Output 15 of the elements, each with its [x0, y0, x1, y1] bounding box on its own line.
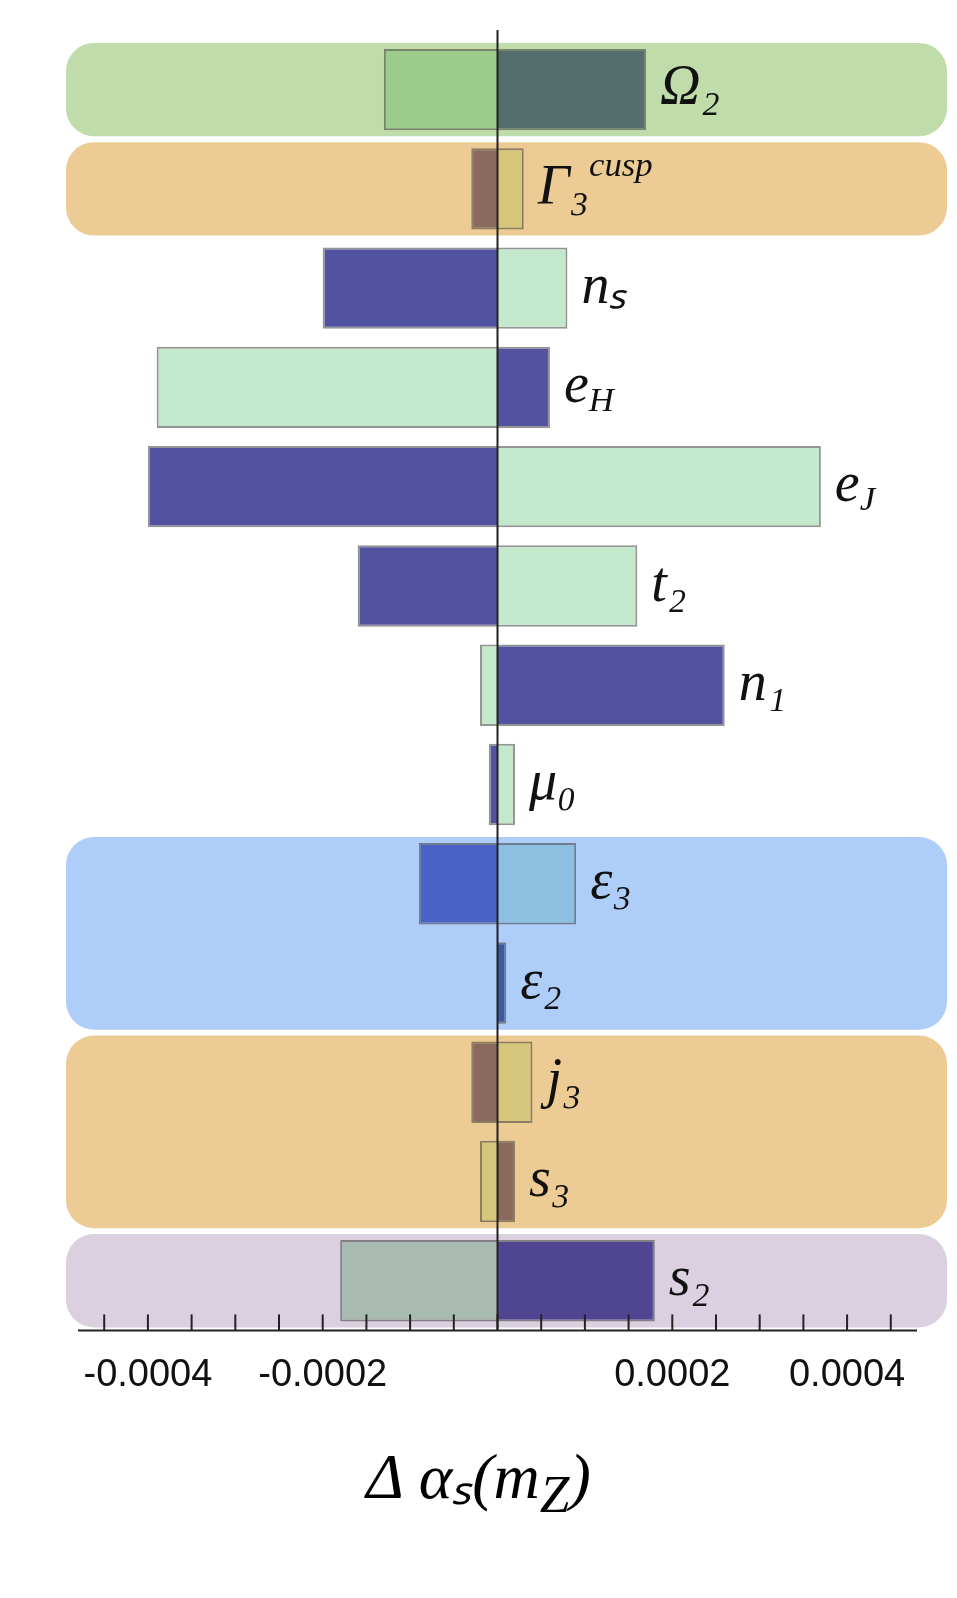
y-tick-label: t₂	[651, 550, 687, 613]
y-tick-label: j₃	[540, 1046, 582, 1109]
x-axis-title: Δ αₛ(m$_{Z}$)	[363, 1440, 592, 1525]
y-tick-label: Ω₂	[660, 54, 721, 117]
x-tick-label: 0.0004	[788, 1351, 906, 1394]
x-tick-label: -0.0002	[258, 1351, 388, 1394]
y-tick-label: s₂	[668, 1245, 711, 1308]
y-tick-label: s₃	[528, 1146, 571, 1209]
y-tick-label: n₁	[738, 649, 787, 712]
y-tick-label: ε₂	[520, 947, 562, 1010]
y-tick-label: ε₃	[590, 848, 632, 911]
x-tick-label: -0.0004	[83, 1351, 213, 1394]
y-tick-label: nₛ	[581, 252, 629, 315]
x-tick-label: 0.0002	[614, 1351, 731, 1394]
y-tick-label: μ₀	[527, 749, 577, 812]
